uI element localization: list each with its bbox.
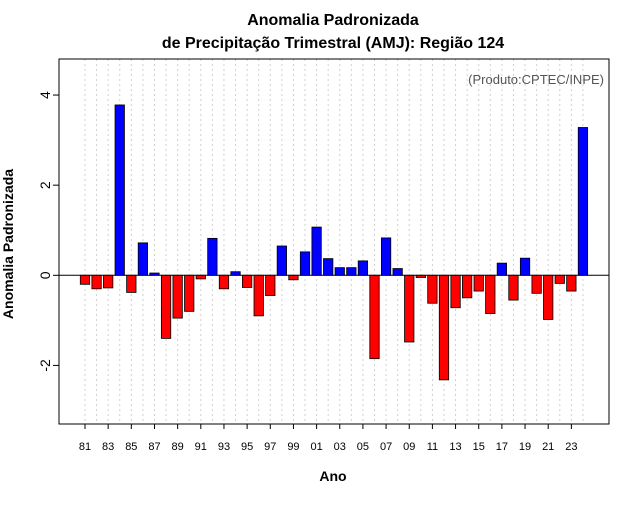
x-tick-label: 89	[172, 441, 184, 453]
x-tick-label: 85	[125, 441, 137, 453]
bar-1991	[195, 274, 206, 280]
bar-2005	[357, 260, 369, 276]
x-axis: 81 83 85 87 89 91 93 95 97 99 01 03 05 07 09 11 13 15 17 19…	[79, 424, 577, 453]
x-tick-label: 07	[380, 441, 392, 453]
bar-2021	[543, 274, 554, 320]
x-tick-label: 83	[102, 441, 114, 453]
x-tick-label: 21	[542, 441, 554, 453]
bar-2008	[392, 268, 403, 276]
grid-layer	[84, 59, 584, 424]
bar-2011	[427, 274, 438, 304]
y-tick-label: 0	[37, 271, 53, 279]
x-tick-label: 99	[287, 441, 299, 453]
bar-1988	[160, 274, 172, 339]
x-tick-label: 23	[565, 441, 577, 453]
x-tick-label: 97	[264, 441, 276, 453]
plot-frame	[58, 58, 610, 425]
x-tick-label: 01	[310, 441, 322, 453]
bar-2006	[369, 274, 380, 360]
bar-2017	[496, 262, 507, 276]
chart-annotation: (Produto:CPTEC/INPE)	[468, 72, 604, 87]
x-tick-label: 95	[241, 441, 253, 453]
bar-2014	[462, 274, 473, 299]
bar-2019	[519, 257, 531, 276]
bar-2009	[404, 274, 415, 343]
bar-1996	[253, 274, 264, 317]
x-tick-label: 87	[148, 441, 160, 453]
bar-2024	[577, 127, 589, 276]
x-tick-label: 03	[334, 441, 346, 453]
bar-1982	[91, 274, 102, 290]
x-tick-label: 93	[218, 441, 230, 453]
bar-1998	[276, 245, 287, 276]
x-tick-label: 15	[473, 441, 485, 453]
y-tick-label: -2	[37, 359, 53, 372]
bar-2010	[415, 274, 426, 278]
y-tick-label: 2	[37, 181, 53, 189]
bar-2004	[346, 267, 357, 276]
bar-1995	[242, 274, 253, 288]
y-axis: -2 0 2 4	[37, 91, 59, 372]
bars-layer	[79, 104, 589, 381]
bar-2018	[508, 274, 519, 301]
x-axis-label: Ano	[319, 468, 346, 484]
x-tick-label: 17	[496, 441, 508, 453]
bar-1984	[114, 104, 125, 276]
bar-1993	[218, 274, 230, 290]
x-tick-label: 13	[449, 441, 461, 453]
bar-1986	[137, 242, 148, 276]
x-tick-label: 19	[519, 441, 531, 453]
bar-2002	[323, 258, 334, 276]
bar-1997	[265, 274, 276, 296]
bar-2020	[531, 274, 542, 294]
bar-1989	[172, 274, 183, 319]
y-tick-label: 4	[37, 91, 53, 99]
chart-subtitle: de Precipitação Trimestral (AMJ): Região…	[162, 35, 504, 52]
x-tick-label: 81	[79, 441, 91, 453]
x-tick-label: 05	[357, 441, 369, 453]
bar-2007	[380, 237, 392, 276]
bar-2022	[554, 274, 565, 284]
bar-1994	[230, 271, 241, 276]
bar-1992	[207, 237, 218, 276]
x-tick-label: 91	[195, 441, 207, 453]
y-axis-label: Anomalia Padronizada	[0, 169, 16, 319]
x-tick-label: 09	[403, 441, 415, 453]
bar-1987	[149, 272, 160, 276]
bar-2001	[311, 226, 322, 276]
bar-2013	[450, 274, 461, 309]
bar-1983	[103, 274, 114, 289]
bar-2015	[473, 274, 484, 292]
bar-1985	[126, 274, 137, 293]
chart-title: Anomalia Padronizada	[247, 12, 419, 29]
bar-1990	[184, 274, 195, 312]
bar-2023	[566, 274, 577, 292]
bar-1999	[288, 274, 299, 281]
bar-1981	[79, 274, 91, 285]
x-tick-label: 11	[427, 441, 438, 453]
bar-2012	[438, 274, 450, 381]
bar-2016	[485, 274, 496, 314]
bar-2003	[334, 267, 345, 276]
bar-2000	[299, 251, 311, 276]
